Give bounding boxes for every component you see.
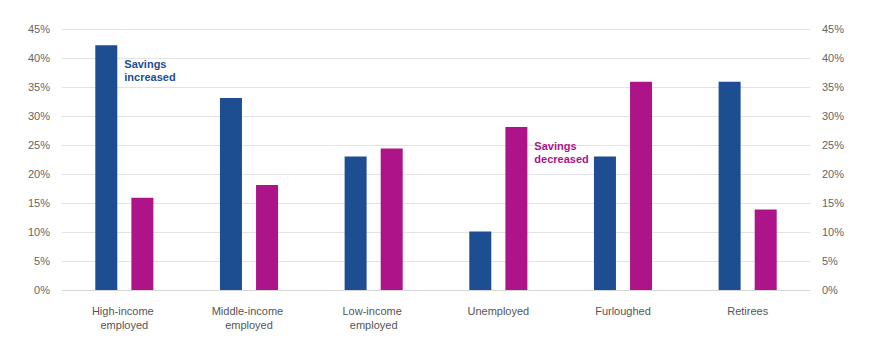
svg-text:10%: 10%: [822, 226, 844, 238]
svg-text:5%: 5%: [34, 255, 50, 267]
svg-text:0%: 0%: [34, 284, 50, 296]
svg-text:increased: increased: [124, 71, 175, 83]
svg-text:High-income: High-income: [92, 305, 157, 317]
svg-text:Savings: Savings: [124, 58, 169, 70]
svg-text:10%: 10%: [28, 226, 50, 238]
svg-text:25%: 25%: [822, 139, 844, 151]
svg-text:40%: 40%: [822, 52, 844, 64]
svg-text:Low-income: Low-income: [342, 305, 404, 317]
svg-text:15%: 15%: [822, 197, 844, 209]
svg-text:5%: 5%: [822, 255, 838, 267]
svg-text:decreased: decreased: [534, 153, 588, 165]
svg-text:Unemployed: Unemployed: [467, 305, 529, 317]
svg-text:employed: employed: [350, 319, 398, 331]
svg-text:40%: 40%: [28, 52, 50, 64]
svg-text:35%: 35%: [822, 81, 844, 93]
svg-text:15%: 15%: [28, 197, 50, 209]
svg-text:20%: 20%: [28, 168, 50, 180]
svg-text:Retirees: Retirees: [727, 305, 768, 317]
svg-text:25%: 25%: [28, 139, 50, 151]
svg-text:Middle-income: Middle-income: [212, 305, 287, 317]
svg-text:45%: 45%: [28, 23, 50, 35]
svg-text:35%: 35%: [28, 81, 50, 93]
svg-text:45%: 45%: [822, 23, 844, 35]
svg-text:20%: 20%: [822, 168, 844, 180]
svg-text:employed: employed: [100, 319, 148, 331]
svg-text:Savings: Savings: [534, 140, 579, 152]
svg-text:30%: 30%: [28, 110, 50, 122]
svg-text:30%: 30%: [822, 110, 844, 122]
svg-text:0%: 0%: [822, 284, 838, 296]
svg-text:employed: employed: [225, 319, 273, 331]
svg-text:Furloughed: Furloughed: [595, 305, 651, 317]
